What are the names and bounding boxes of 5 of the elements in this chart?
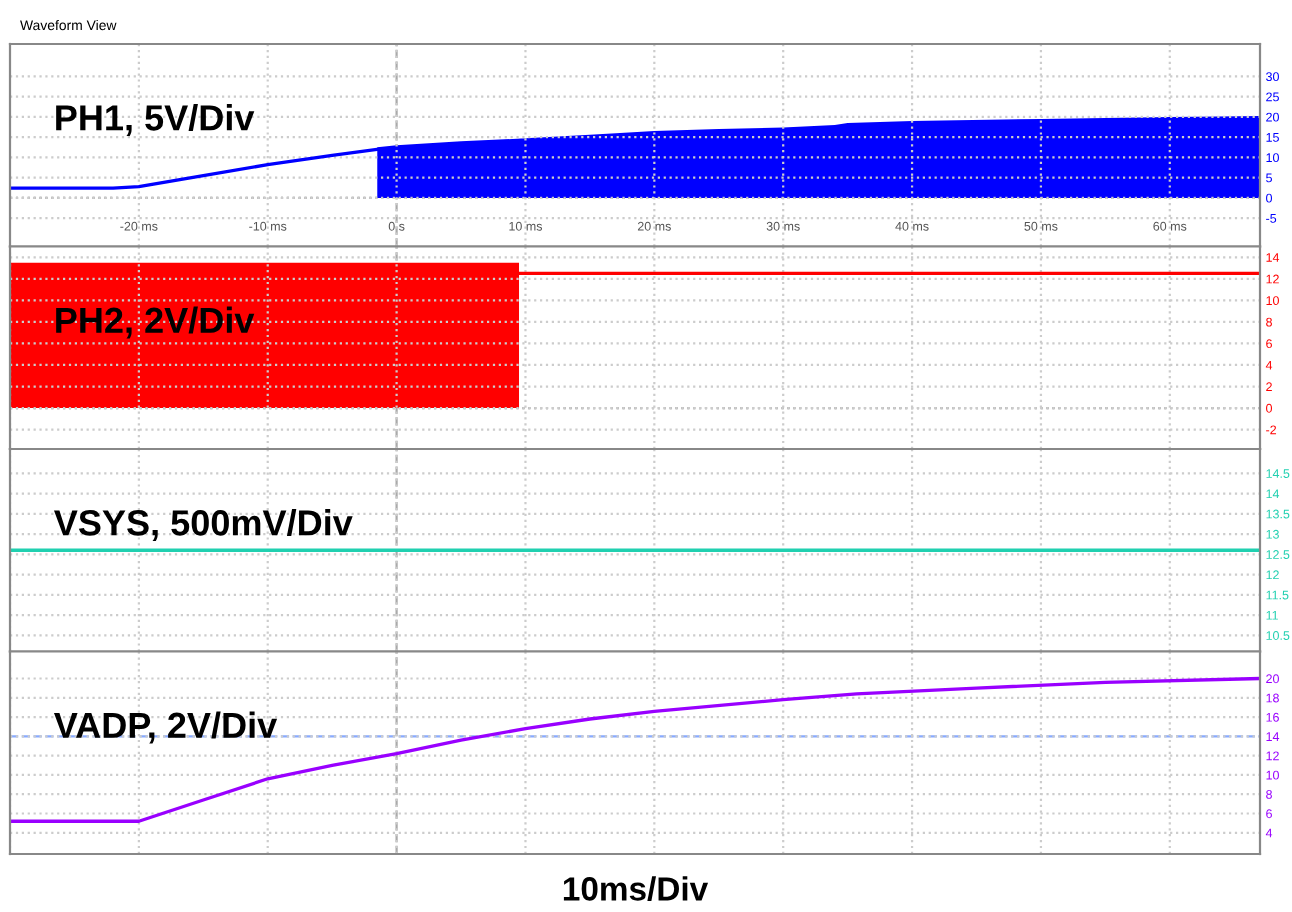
text: PH2, 2V/Div xyxy=(56,306,255,339)
text: VADP, 2V/Div xyxy=(54,711,278,744)
x-axis-title: 10ms/Div xyxy=(563,876,709,902)
text: VSYS, 500mV/Div xyxy=(54,509,353,541)
text: PH1, 5V/Div xyxy=(56,104,255,136)
